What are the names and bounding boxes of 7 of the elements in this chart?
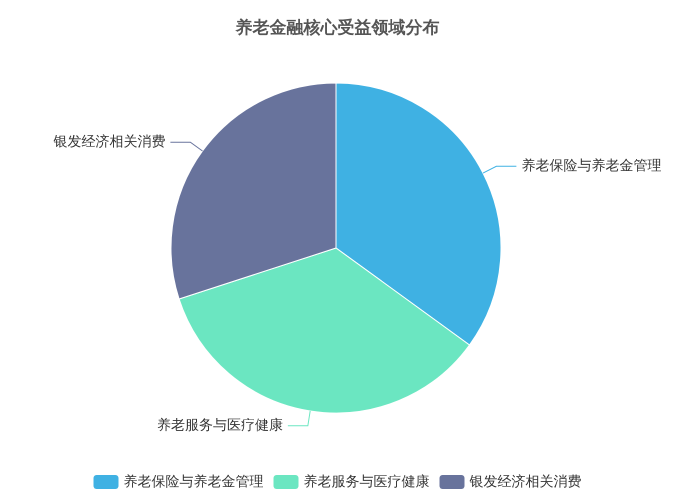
slice-label: 养老保险与养老金管理 bbox=[521, 158, 662, 174]
legend-label: 养老服务与医疗健康 bbox=[304, 474, 430, 490]
legend-label: 养老保险与养老金管理 bbox=[124, 474, 264, 490]
slice-label: 银发经济相关消费 bbox=[52, 134, 166, 150]
slice-label: 养老服务与医疗健康 bbox=[156, 418, 283, 434]
chart-title: 养老金融核心受益领域分布 bbox=[234, 18, 440, 38]
legend-label: 银发经济相关消费 bbox=[468, 474, 582, 490]
